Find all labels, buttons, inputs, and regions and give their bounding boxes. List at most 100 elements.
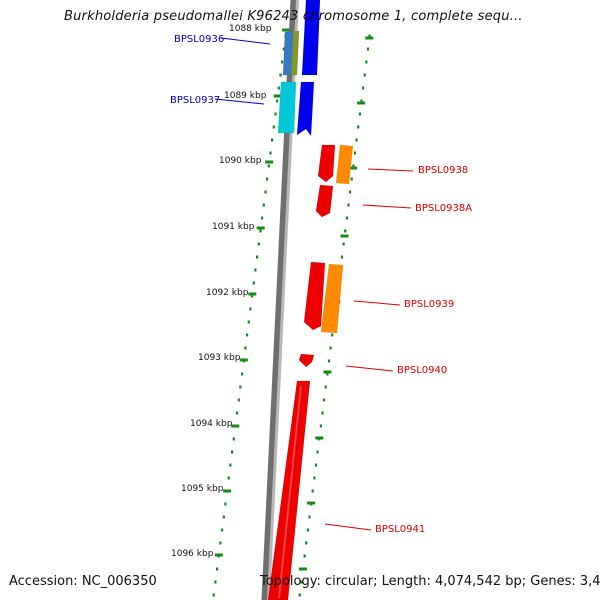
gene-orange-0938 [335,144,354,185]
left-ring-dot [281,60,284,64]
right-kbp-tick [357,101,366,105]
right-ring-dot [298,593,301,597]
left-ring-dot [216,567,219,571]
right-ring-dot [326,372,329,376]
left-kbp-tick [282,28,291,32]
gene-label: BPSL0940 [397,365,447,376]
right-ring-dot [350,177,353,181]
gene-red-0941-shine [278,385,302,599]
right-kbp-tick [365,36,374,40]
gene-label-connector [362,204,412,209]
left-ring-dot [272,125,275,129]
right-ring-dot [308,515,311,519]
right-ring-dot [327,359,331,363]
right-ring-dot [319,424,322,428]
gene-label-connector [345,365,394,372]
right-ring-dot [314,463,318,467]
kbp-label: 1096 kbp [171,549,214,559]
gene-label: BPSL0938 [418,165,468,176]
kbp-label: 1094 kbp [190,419,233,429]
right-ring-dot [303,554,306,558]
right-ring-dot [358,112,361,116]
right-ring-dot [306,528,309,532]
right-ring-dot [323,398,326,402]
left-ring-dot [219,541,222,545]
left-kbp-tick [256,226,265,230]
left-ring-dot [271,138,274,142]
left-ring-dot [241,372,244,376]
right-ring-dot [347,203,350,207]
left-ring-dot [232,437,235,441]
left-ring-dot [246,333,249,337]
left-ring-dot [254,268,257,272]
right-ring-dot [300,580,303,584]
sequence-title: Burkholderia pseudomallei K96243 chromos… [64,9,523,24]
right-ring-dot [311,489,314,493]
left-kbp-tick [214,553,223,557]
left-ring-dot [212,593,215,597]
left-ring-dot [259,229,262,233]
right-ring-dot [342,242,345,246]
left-ring-dot [222,515,225,519]
left-ring-dot [257,242,260,246]
right-kbp-tick [298,567,307,571]
right-ring-dot [340,255,344,259]
kbp-label: 1092 kbp [206,288,249,298]
gene-label: BPSL0941 [375,524,425,535]
left-ring-dot [276,99,279,103]
gene-red-0941 [267,380,311,600]
right-ring-dot [365,60,368,64]
left-kbp-tick [265,160,274,164]
gene-red-0938 [317,144,336,183]
left-kbp-tick [239,358,248,362]
right-ring-dot [362,86,365,90]
left-ring-dot [262,203,265,207]
left-kbp-tick [248,292,257,296]
gene-red-0938a [315,184,334,218]
left-ring-dot [236,411,239,415]
right-ring-dot [352,164,355,168]
right-ring-dot [345,216,348,220]
gene-label-connector [214,98,265,105]
left-ring-dot [229,463,232,467]
left-ring-dot [251,294,254,298]
gene-label-connector [353,300,401,306]
gene-olive-block [290,30,300,76]
accession-text: Accession: NC_006350 [9,574,157,589]
gene-label: BPSL0936 [174,34,224,45]
left-kbp-tick [273,94,282,98]
left-ring-dot [279,73,282,77]
right-ring-dot [353,151,357,155]
kbp-label: 1093 kbp [198,353,241,363]
right-ring-dot [321,411,324,415]
left-ring-dot [224,502,227,506]
right-ring-dot [349,190,352,194]
right-ring-dot [316,450,319,454]
left-ring-dot [231,450,234,454]
left-ring-dot [267,164,270,168]
left-ring-dot [237,398,240,402]
gene-label-connector [324,523,372,531]
gene-blue-upper [301,0,321,76]
left-ring-dot [266,177,269,181]
left-ring-dot [249,307,252,311]
right-kbp-tick [323,370,332,374]
right-ring-dot [363,73,366,77]
left-kbp-tick [231,424,240,428]
left-ring-dot [227,476,230,480]
left-ring-dot [261,216,264,220]
left-kbp-tick [223,489,231,493]
gene-red-0939 [303,261,326,331]
kbp-label: 1090 kbp [219,156,262,166]
left-ring-dot [247,320,250,324]
gene-label-connector [367,168,414,172]
topology-text: Topology: circular; Length: 4,074,542 bp… [260,574,600,589]
right-ring-dot [357,125,360,129]
gene-teal-block [277,81,297,134]
right-ring-dot [355,138,358,142]
gene-orange-0939 [320,263,344,334]
right-kbp-tick [315,436,324,440]
left-ring-dot [277,86,280,90]
right-ring-dot [344,229,347,233]
